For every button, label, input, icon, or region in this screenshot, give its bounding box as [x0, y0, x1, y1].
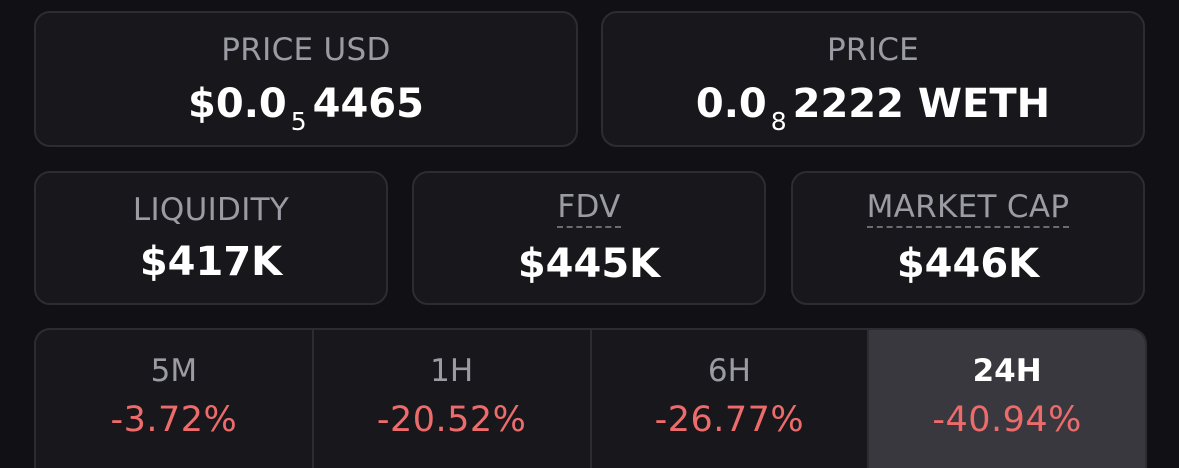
price-usd-zero-count: 5 — [290, 106, 307, 136]
tab-6h[interactable]: 6H -26.77% — [592, 330, 870, 468]
price-usd-prefix: $0.0 — [188, 80, 287, 127]
price-usd-value: $0.0 5 4465 — [188, 80, 424, 134]
price-native-prefix: 0.0 — [695, 80, 767, 127]
price-native-value: 0.0 8 2222 WETH — [695, 80, 1051, 134]
tab-6h-label: 6H — [707, 353, 751, 389]
price-usd-label: PRICE USD — [221, 31, 391, 68]
tab-24h-label: 24H — [972, 353, 1042, 389]
market-cap-label[interactable]: MARKET CAP — [866, 192, 1070, 228]
tab-24h[interactable]: 24H -40.94% — [869, 330, 1145, 468]
fdv-card[interactable]: FDV $445K — [412, 171, 766, 305]
price-native-digits: 2222 WETH — [792, 80, 1051, 127]
tab-1h-change: -20.52% — [376, 400, 527, 440]
price-usd-card: PRICE USD $0.0 5 4465 — [34, 11, 578, 147]
tab-5m-change: -3.72% — [110, 400, 238, 440]
liquidity-value: $417K — [139, 238, 283, 285]
tab-1h-label: 1H — [430, 353, 474, 389]
liquidity-card: LIQUIDITY $417K — [34, 171, 388, 305]
tab-5m-label: 5M — [150, 353, 198, 389]
tab-24h-change: -40.94% — [932, 400, 1082, 440]
tab-5m[interactable]: 5M -3.72% — [36, 330, 314, 468]
price-native-zero-count: 8 — [770, 106, 787, 136]
fdv-value: $445K — [517, 241, 661, 287]
fdv-label[interactable]: FDV — [557, 192, 621, 228]
market-cap-value: $446K — [896, 241, 1040, 287]
liquidity-label: LIQUIDITY — [132, 191, 290, 228]
market-cap-card[interactable]: MARKET CAP $446K — [791, 171, 1145, 305]
tab-1h[interactable]: 1H -20.52% — [314, 330, 592, 468]
price-native-card: PRICE 0.0 8 2222 WETH — [601, 11, 1145, 147]
tab-6h-change: -26.77% — [654, 400, 805, 440]
price-usd-digits: 4465 — [312, 80, 424, 127]
price-change-tabs: 5M -3.72% 1H -20.52% 6H -26.77% 24H -40.… — [34, 328, 1147, 468]
price-native-label: PRICE — [826, 31, 920, 68]
